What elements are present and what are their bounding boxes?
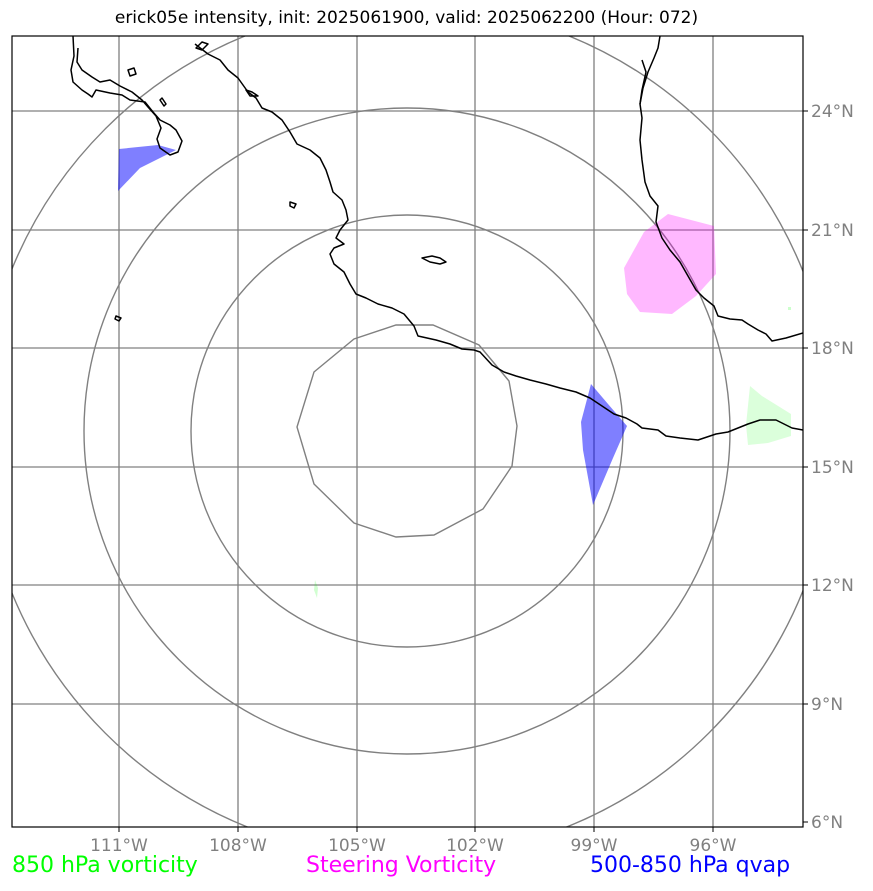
tick-marks [118,110,808,832]
vorticity-850-patches [314,307,791,598]
longitude-labels: 111°W 108°W 105°W 102°W 99°W 96°W [90,836,737,856]
lat-tick-label: 21°N [811,221,854,241]
lat-tick-label: 6°N [811,813,843,833]
gridlines [12,36,803,827]
vort850-patch-east [746,386,791,445]
qvap-patch-southeast [581,384,627,505]
vort850-patch-south [314,580,318,598]
lat-tick-label: 9°N [811,695,843,715]
legend-steering-vorticity: Steering Vorticity [306,853,497,878]
legend-850-vorticity: 850 hPa vorticity [12,853,198,878]
range-ring-2 [190,214,624,648]
lon-tick-label: 111°W [90,836,148,856]
lake-chapala [421,255,447,265]
map-title: erick05e intensity, init: 2025061900, va… [114,8,699,28]
baja-island-2 [159,97,167,107]
lon-tick-label: 99°W [571,836,618,856]
vort850-speck-east [788,307,791,310]
lon-tick-label: 96°W [690,836,737,856]
range-ring-3 [83,107,731,755]
qvap-patches [118,145,627,505]
lon-tick-label: 108°W [209,836,267,856]
map-frame [11,35,804,828]
lon-tick-label: 102°W [446,836,504,856]
lat-tick-label: 15°N [811,458,854,478]
lat-tick-label: 18°N [811,339,854,359]
mexico-mainland-coast [194,43,803,441]
latitude-labels: 24°N 21°N 18°N 15°N 12°N 9°N 6°N [811,102,854,833]
gulf-mainland-bump [195,41,209,51]
lon-tick-label: 105°W [328,836,386,856]
range-rings [12,36,803,827]
marias-islands [289,201,297,209]
lat-tick-label: 24°N [811,102,854,122]
baja-california-coast [70,36,183,156]
coastlines [70,36,803,441]
island-west [114,315,122,322]
lat-tick-label: 12°N [811,576,854,596]
range-ring-4 [12,36,803,827]
range-ring-1 [296,324,518,538]
legend-qvap: 500-850 hPa qvap [590,853,791,878]
qvap-patch-northwest [118,145,176,191]
steering-vorticity-patch [624,214,716,314]
steering-patch [624,214,716,314]
coast-inlet [245,89,259,97]
baja-island-1 [127,67,137,77]
gulf-coast-inner [639,59,647,105]
